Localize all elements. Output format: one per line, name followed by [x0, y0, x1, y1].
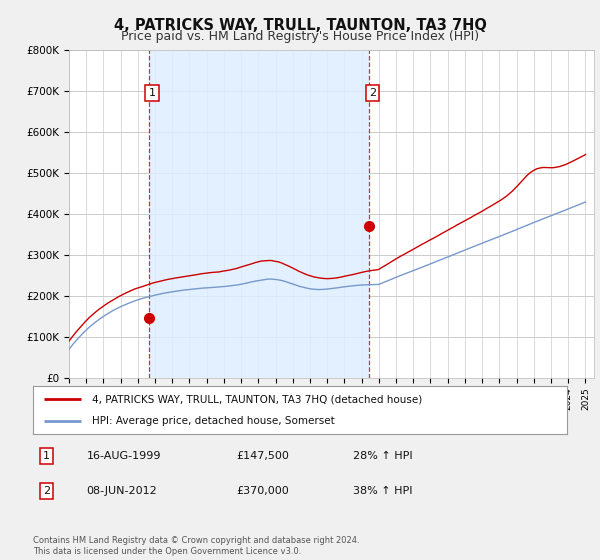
- Text: 08-JUN-2012: 08-JUN-2012: [86, 486, 157, 496]
- Text: 38% ↑ HPI: 38% ↑ HPI: [353, 486, 413, 496]
- Text: 1: 1: [148, 88, 155, 98]
- Text: 4, PATRICKS WAY, TRULL, TAUNTON, TA3 7HQ (detached house): 4, PATRICKS WAY, TRULL, TAUNTON, TA3 7HQ…: [92, 394, 422, 404]
- Text: 2: 2: [43, 486, 50, 496]
- Text: Price paid vs. HM Land Registry's House Price Index (HPI): Price paid vs. HM Land Registry's House …: [121, 30, 479, 44]
- Text: 16-AUG-1999: 16-AUG-1999: [86, 451, 161, 461]
- Text: 28% ↑ HPI: 28% ↑ HPI: [353, 451, 413, 461]
- Text: HPI: Average price, detached house, Somerset: HPI: Average price, detached house, Some…: [92, 416, 334, 426]
- Text: 2: 2: [369, 88, 376, 98]
- Text: £147,500: £147,500: [236, 451, 289, 461]
- Text: £370,000: £370,000: [236, 486, 289, 496]
- Bar: [149, 50, 369, 378]
- Text: 4, PATRICKS WAY, TRULL, TAUNTON, TA3 7HQ: 4, PATRICKS WAY, TRULL, TAUNTON, TA3 7HQ: [113, 18, 487, 33]
- Text: 1: 1: [43, 451, 50, 461]
- Text: Contains HM Land Registry data © Crown copyright and database right 2024.
This d: Contains HM Land Registry data © Crown c…: [33, 536, 359, 556]
